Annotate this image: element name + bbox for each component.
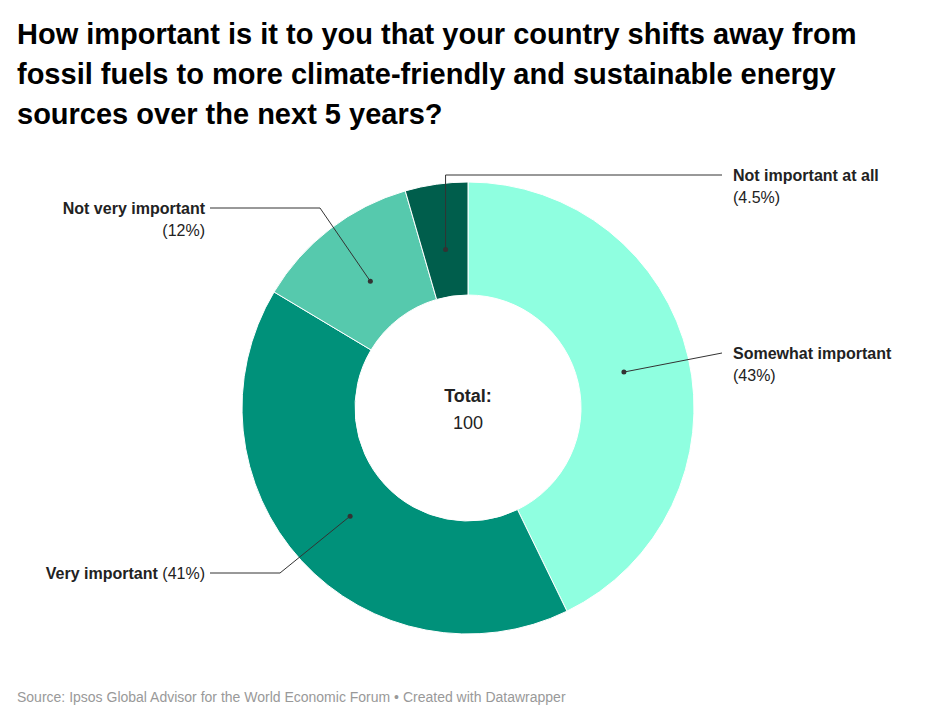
slice — [242, 292, 567, 634]
donut — [242, 182, 694, 634]
category-label: Not important at all — [733, 167, 879, 184]
leader-line — [446, 175, 722, 250]
leader-line — [624, 353, 722, 372]
chart-root: How important is it to you that your cou… — [0, 0, 936, 722]
value-label: (12%) — [162, 222, 205, 239]
leader-line — [210, 516, 350, 573]
title: How important is it to you that your cou… — [17, 18, 856, 130]
center-label: Total: — [444, 386, 492, 406]
value-label: (43%) — [733, 367, 776, 384]
leader-dot — [621, 370, 626, 375]
leader-dot — [368, 279, 373, 284]
slice — [405, 182, 468, 299]
leader-dot — [443, 247, 448, 252]
value-label: (41%) — [162, 565, 205, 582]
leader-dot — [348, 514, 353, 519]
category-label: Somewhat important — [733, 345, 892, 362]
title-line: sources over the next 5 years? — [17, 98, 443, 130]
labels: Somewhat important (43%) Very important (4… — [46, 167, 892, 582]
slice-label: Very important (41%) — [46, 565, 205, 582]
category-label: Very important — [46, 565, 159, 582]
title-line: How important is it to you that your cou… — [17, 18, 856, 50]
leader-line — [210, 208, 370, 281]
category-label: Not very important — [63, 200, 206, 217]
center-total: 100 — [453, 413, 483, 433]
source: Source: Ipsos Global Advisor for the Wor… — [17, 689, 566, 705]
title-line: fossil fuels to more climate-friendly an… — [17, 58, 836, 90]
value-label: (4.5%) — [733, 189, 780, 206]
